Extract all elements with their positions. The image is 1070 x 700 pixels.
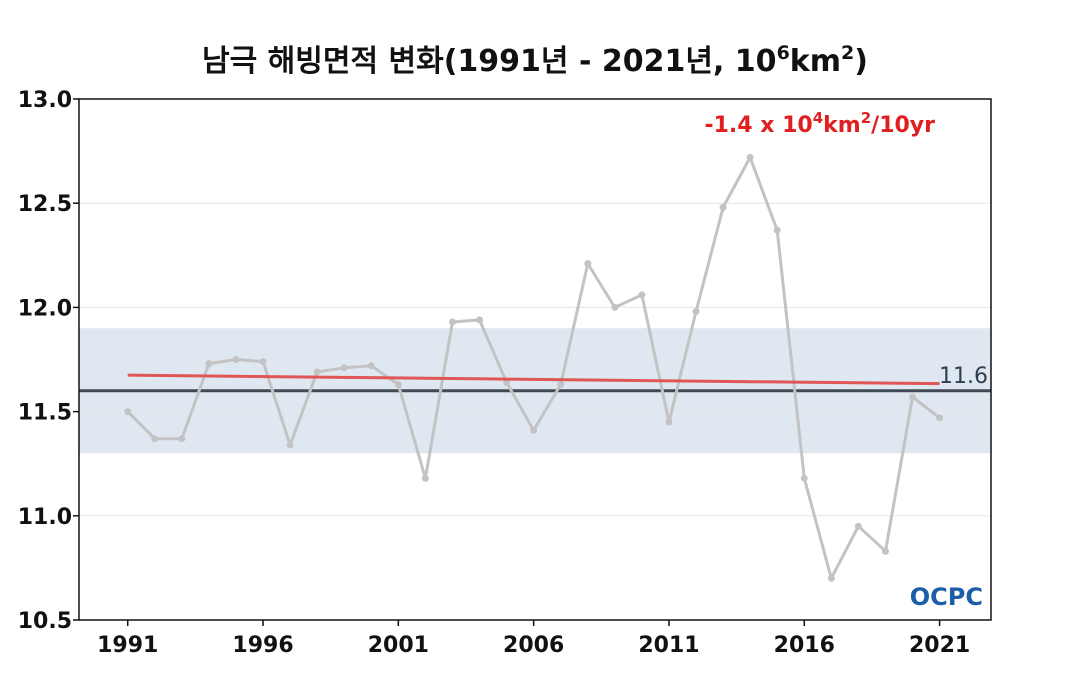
data-point [448,318,456,326]
data-point [665,418,673,426]
data-point [638,291,646,299]
trend-line [127,373,940,386]
chart-title: 남극 해빙면적 변화(1991년 - 2021년, 106km2) [202,42,868,79]
data-point [692,308,700,316]
data-point [151,435,159,443]
x-tick-label: 2001 [368,633,429,658]
data-point [286,441,294,449]
y-tick-label: 12.5 [18,192,72,217]
data-point [557,381,565,389]
data-point [746,153,754,161]
y-tick-label: 12.0 [18,296,72,321]
y-tick-label: 10.5 [18,609,72,634]
data-point [909,393,917,401]
data-point [936,414,944,422]
data-point [340,364,348,372]
y-tick-label: 13.0 [18,88,72,113]
x-tick-label: 2016 [774,633,835,658]
x-tick-label: 1991 [97,633,158,658]
data-point [313,368,321,376]
y-tick-label: 11.0 [18,505,72,530]
x-tick-label: 2011 [638,633,699,658]
data-point [259,358,267,366]
data-point [421,474,429,482]
data-point [232,356,240,363]
plot-frame [78,98,992,621]
ocpc-logo: OCPC [910,583,983,611]
data-point [800,474,808,482]
data-point [178,435,186,443]
data-point [124,408,132,416]
y-tick-label: 11.5 [18,401,72,426]
data-point [827,574,835,582]
x-tick-label: 1996 [232,633,293,658]
trend-label: -1.4 x 104km2/10yr [704,109,935,138]
data-point [719,203,727,211]
data-point [773,226,781,234]
x-tick-label: 2021 [909,633,970,658]
mean-value-label: 11.6 [939,364,988,389]
data-point [205,360,213,368]
data-point [530,426,538,434]
data-point [367,362,375,370]
data-point [881,547,889,555]
data-point [503,378,511,386]
data-point [584,260,592,268]
plot-area: 10.5 11.0 11.5 12.0 12.5 13.0 1991 1996 2001 2006… [18,88,992,658]
data-point [854,522,862,530]
data-point [476,316,484,324]
data-point [611,303,619,311]
x-tick-label: 2006 [503,633,564,658]
data-point [394,381,402,389]
